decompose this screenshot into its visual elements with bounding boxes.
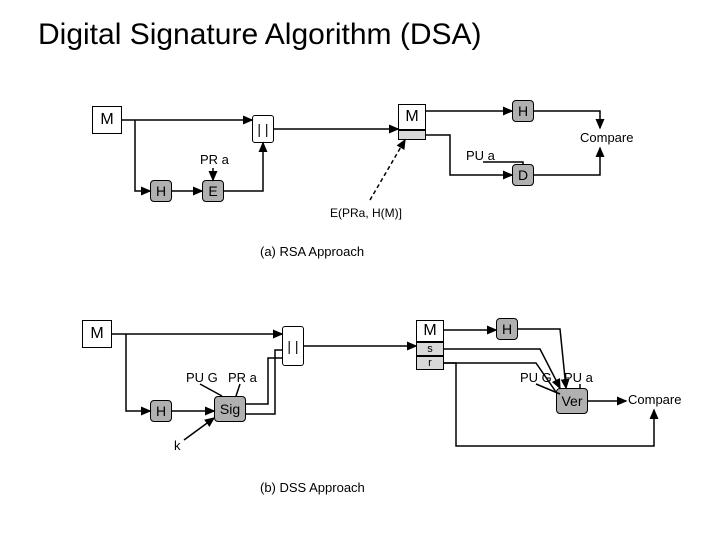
dss-sig: Sig <box>214 396 246 422</box>
dss-hash-sender: H <box>150 400 172 422</box>
rsa-m-source: M <box>92 106 122 134</box>
dss-pug-label-left: PU G <box>186 370 218 385</box>
dss-caption: (b) DSS Approach <box>260 480 365 495</box>
dss-pug-label-right: PU G <box>520 370 552 385</box>
rsa-encrypt: E <box>202 180 224 202</box>
dss-compare: Compare <box>628 392 681 407</box>
dss-s-row: s <box>416 342 444 356</box>
rsa-caption: (a) RSA Approach <box>260 244 364 259</box>
rsa-hash-recv: H <box>512 100 534 122</box>
rsa-concat: | | <box>252 115 274 143</box>
rsa-pra-label: PR a <box>200 152 229 167</box>
rsa-pua-label: PU a <box>466 148 495 163</box>
dss-pua-label: PU a <box>564 370 593 385</box>
dss-m-source: M <box>82 320 112 348</box>
rsa-sig-part <box>398 130 426 140</box>
dss-concat: | | <box>282 326 304 366</box>
rsa-hash-sender: H <box>150 180 172 202</box>
rsa-m-recv: M <box>398 104 426 130</box>
dss-m-recv: M <box>416 320 444 342</box>
dss-ver: Ver <box>556 388 588 414</box>
dss-hash-recv: H <box>496 318 518 340</box>
rsa-decrypt: D <box>512 164 534 186</box>
dss-r-row: r <box>416 356 444 370</box>
page-title: Digital Signature Algorithm (DSA) <box>38 18 482 52</box>
dss-pra-label: PR a <box>228 370 257 385</box>
rsa-compare: Compare <box>580 130 633 145</box>
connectors <box>0 0 720 540</box>
rsa-enc-label: E(PRa, H(M)] <box>330 206 402 220</box>
dss-k-label: k <box>174 438 181 453</box>
